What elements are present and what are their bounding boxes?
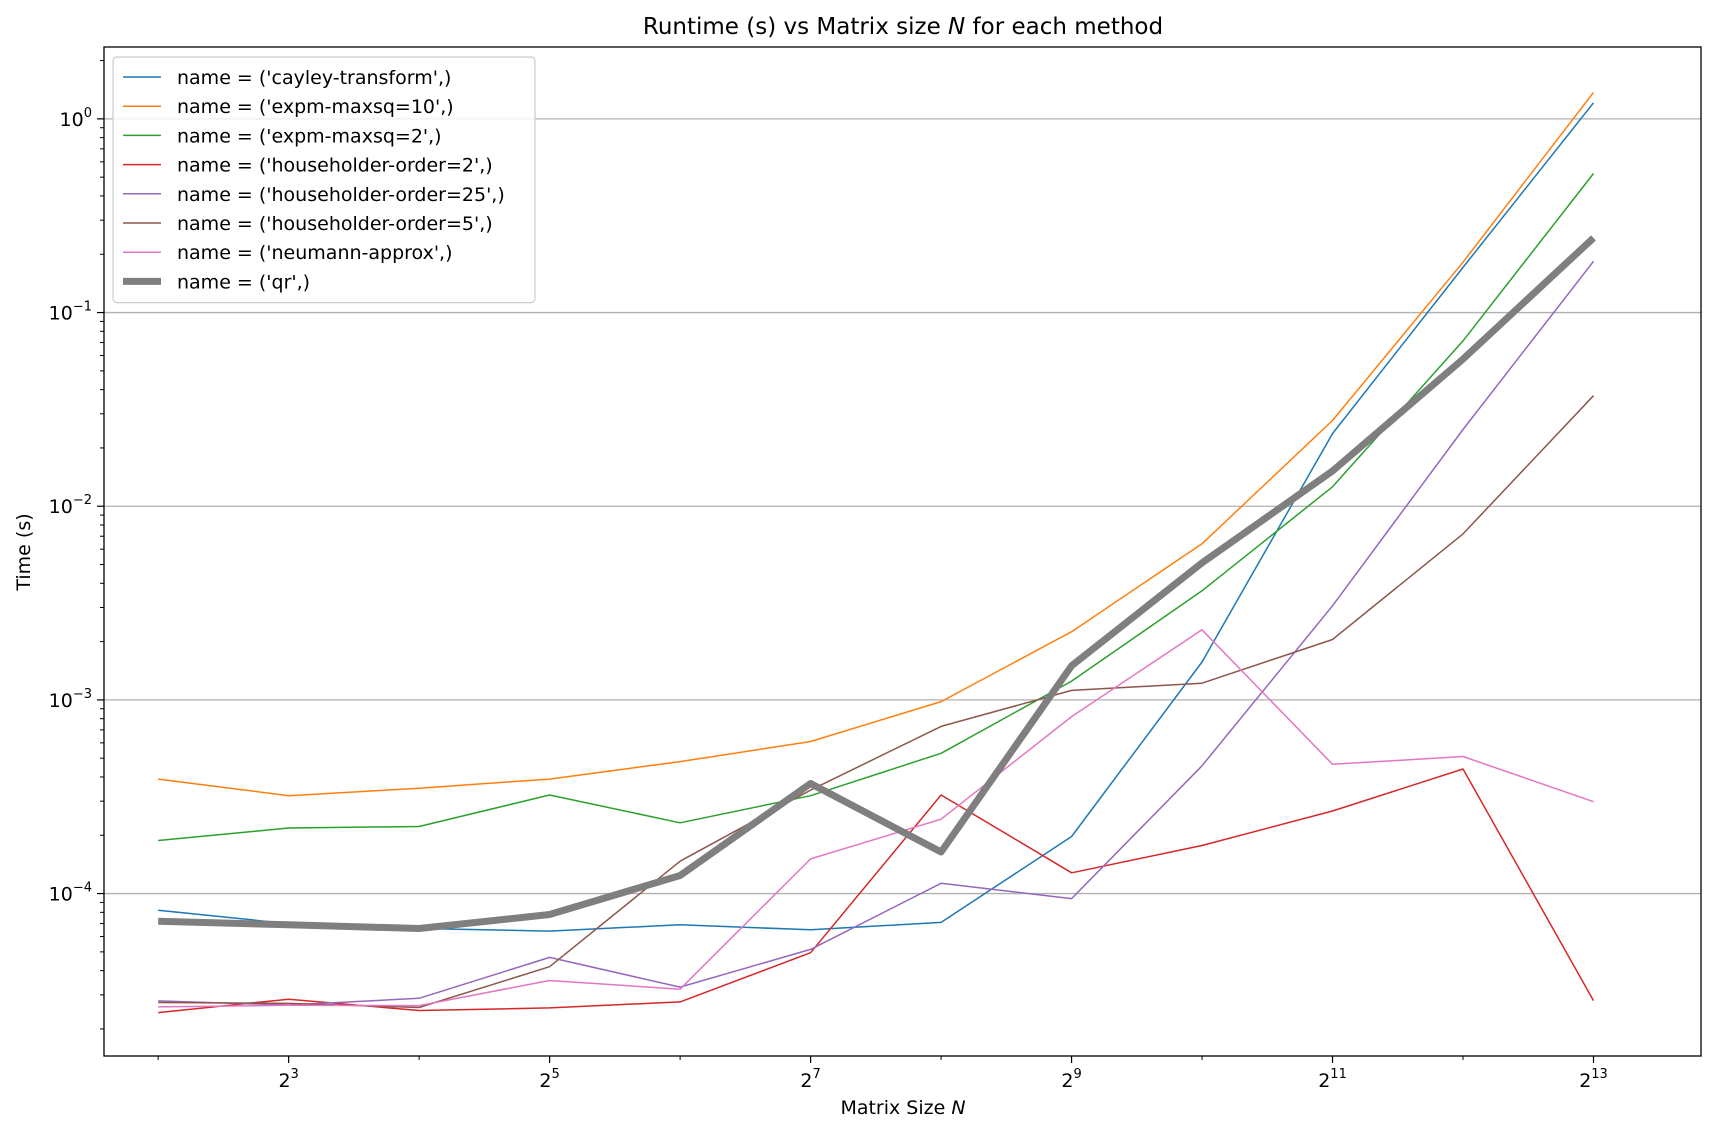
x-tick-label: 27	[800, 1067, 820, 1092]
legend-label-name-expm-maxsq-10: name = ('expm-maxsq=10',)	[177, 96, 454, 118]
series-line-name-qr	[158, 235, 1596, 932]
series-line-name-householder-order-25	[158, 260, 1595, 1006]
x-axis-label: Matrix Size N	[840, 1097, 965, 1119]
legend-label-name-cayley-transform: name = ('cayley-transform',)	[177, 67, 451, 89]
y-tick-label: 100	[60, 106, 92, 131]
chart-title: Runtime (s) vs Matrix size N for each me…	[643, 14, 1163, 40]
legend-box	[112, 56, 536, 304]
legend-label-name-householder-order-25: name = ('householder-order=25',)	[177, 184, 505, 206]
y-axis-ticks: 10−4 10−3 10−2 10−1 100	[49, 60, 104, 1030]
x-tick-label: 213	[1579, 1067, 1608, 1092]
series-lines	[158, 91, 1596, 1014]
legend-label-name-neumann-approx: name = ('neumann-approx',)	[177, 242, 453, 264]
y-tick-label: 10−1	[49, 300, 92, 325]
x-axis-ticks: 23 25 27 29 211 213	[157, 1056, 1608, 1092]
legend-label-name-expm-maxsq-2: name = ('expm-maxsq=2',)	[177, 125, 442, 147]
y-tick-label: 10−4	[49, 881, 92, 906]
legend: name = ('cayley-transform',) name = ('exp…	[112, 56, 536, 304]
series-line-name-householder-order-2	[158, 768, 1595, 1014]
plot-area-frame	[103, 46, 1702, 1057]
series-line-name-householder-order-5	[158, 395, 1595, 1009]
y-tick-label: 10−3	[49, 687, 92, 712]
y-gridlines	[104, 118, 1701, 895]
series-line-name-expm-maxsq-2	[158, 173, 1595, 842]
x-tick-label: 29	[1061, 1067, 1081, 1092]
legend-label-name-householder-order-5: name = ('householder-order=5',)	[177, 213, 493, 235]
x-tick-label: 25	[539, 1067, 559, 1092]
legend-label-name-householder-order-2: name = ('householder-order=2',)	[177, 155, 493, 177]
series-line-name-expm-maxsq-10	[158, 91, 1595, 797]
x-tick-label: 23	[278, 1067, 298, 1092]
y-tick-label: 10−2	[49, 493, 92, 518]
y-axis-label: Time (s)	[13, 513, 35, 591]
legend-label-name-qr: name = ('qr',)	[177, 271, 310, 293]
x-tick-label: 211	[1318, 1067, 1347, 1092]
series-line-name-neumann-approx	[158, 629, 1594, 1008]
